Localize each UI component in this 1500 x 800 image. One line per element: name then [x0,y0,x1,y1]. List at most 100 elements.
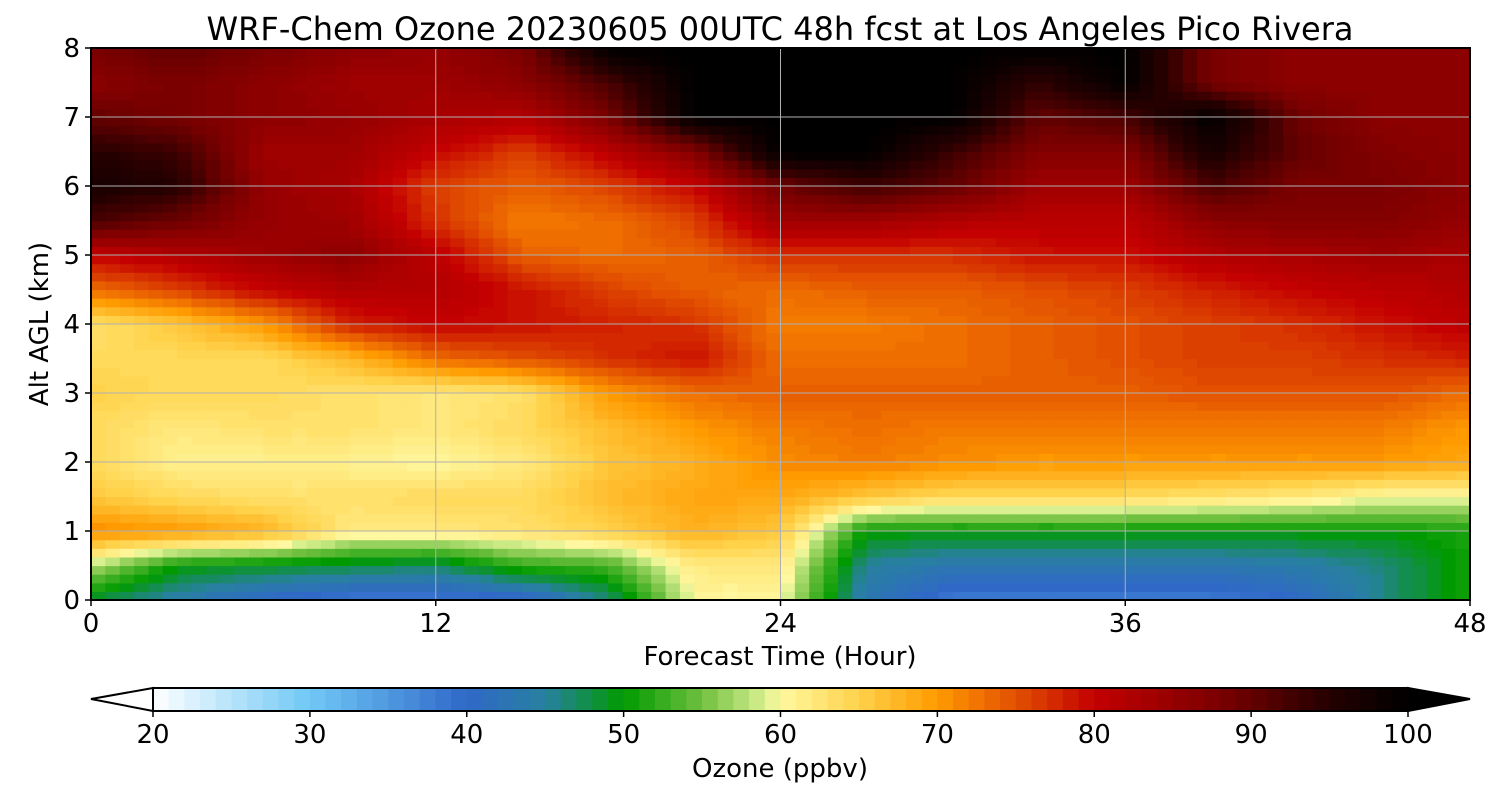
heatmap-cell [220,539,236,549]
heatmap-cell [837,522,853,532]
heatmap-cell [119,306,135,316]
heatmap-cell [1096,349,1112,360]
heatmap-cell [91,108,106,118]
heatmap-cell [565,186,580,196]
heatmap-cell [392,341,408,351]
heatmap-cell [134,513,150,523]
heatmap-cell [191,203,207,213]
heatmap-cell [292,99,308,109]
heatmap-cell [320,556,336,567]
heatmap-cell [507,505,523,515]
heatmap-cell [608,48,624,58]
heatmap-cell [119,375,135,385]
heatmap-cell [579,186,595,196]
heatmap-cell [608,142,624,153]
heatmap-cell [134,522,150,532]
heatmap-cell [536,565,552,575]
heatmap-cell [809,479,825,489]
heatmap-cell [363,272,379,282]
heatmap-cell [292,496,308,506]
heatmap-cell [478,436,494,446]
heatmap-cell [1110,142,1126,153]
heatmap-cell [852,556,868,567]
heatmap-cell [292,255,308,265]
heatmap-cell [1053,565,1069,575]
heatmap-cell [1168,487,1184,498]
heatmap-cell [191,375,207,385]
heatmap-cell [952,177,968,187]
heatmap-cell [924,444,940,454]
heatmap-cell [177,522,193,532]
heatmap-cell [981,332,997,342]
heatmap-cell [981,306,997,316]
heatmap-cell [450,117,466,127]
heatmap-cell [450,168,466,178]
heatmap-cell [493,48,509,58]
heatmap-cell [593,134,609,144]
heatmap-cell [1139,332,1155,342]
heatmap-cell [119,99,135,109]
heatmap-cell [723,332,738,342]
heatmap-cell [579,574,595,584]
heatmap-cell [277,324,293,334]
heatmap-cell [694,358,710,368]
heatmap-cell [450,73,466,84]
heatmap-cell [363,410,379,420]
heatmap-cell [981,479,997,489]
heatmap-cell [881,280,897,291]
heatmap-cell [1182,522,1198,532]
heatmap-cell [766,582,782,592]
heatmap-cell [205,401,221,411]
heatmap-cell [148,479,164,489]
heatmap-cell [407,522,422,532]
heatmap-cell [1197,513,1213,523]
heatmap-cell [292,186,308,196]
heatmap-cell [837,324,853,334]
heatmap-cell [579,487,595,498]
heatmap-cell [450,203,466,213]
heatmap-cell [952,444,968,454]
heatmap-cell [550,255,566,265]
heatmap-cell [593,168,609,178]
heatmap-cell [550,99,566,109]
heatmap-cell [780,358,796,368]
heatmap-cell [895,384,911,394]
heatmap-cell [335,375,351,385]
heatmap-cell [952,367,968,377]
heatmap-cell [378,324,394,334]
heatmap-cell [292,539,308,549]
heatmap-cell [292,462,308,472]
heatmap-cell [1039,367,1055,377]
heatmap-cell [550,194,566,204]
heatmap-cell [823,375,839,385]
heatmap-cell [464,91,480,101]
heatmap-cell [1096,505,1112,515]
heatmap-cell [349,289,365,299]
heatmap-cell [579,263,595,273]
heatmap-cell [995,142,1011,153]
heatmap-cell [507,375,523,385]
heatmap-cell [105,418,121,429]
heatmap-cell [105,462,121,472]
heatmap-cell [407,565,422,575]
heatmap-cell [967,332,983,342]
heatmap-cell [450,142,466,153]
heatmap-cell [320,582,336,592]
heatmap-cell [105,229,121,239]
heatmap-cell [679,531,695,541]
heatmap-cell [119,427,135,437]
heatmap-cell [450,522,466,532]
heatmap-cell [866,470,882,480]
heatmap-cell [1096,186,1112,196]
heatmap-cell [1039,513,1055,523]
heatmap-cell [981,470,997,480]
heatmap-cell [679,479,695,489]
heatmap-cell [924,168,940,178]
heatmap-cell [665,134,681,144]
heatmap-cell [967,160,983,170]
heatmap-cell [852,108,868,118]
heatmap-cell [967,341,983,351]
heatmap-cell [794,134,810,144]
heatmap-cell [909,418,925,429]
heatmap-cell [1125,531,1141,541]
